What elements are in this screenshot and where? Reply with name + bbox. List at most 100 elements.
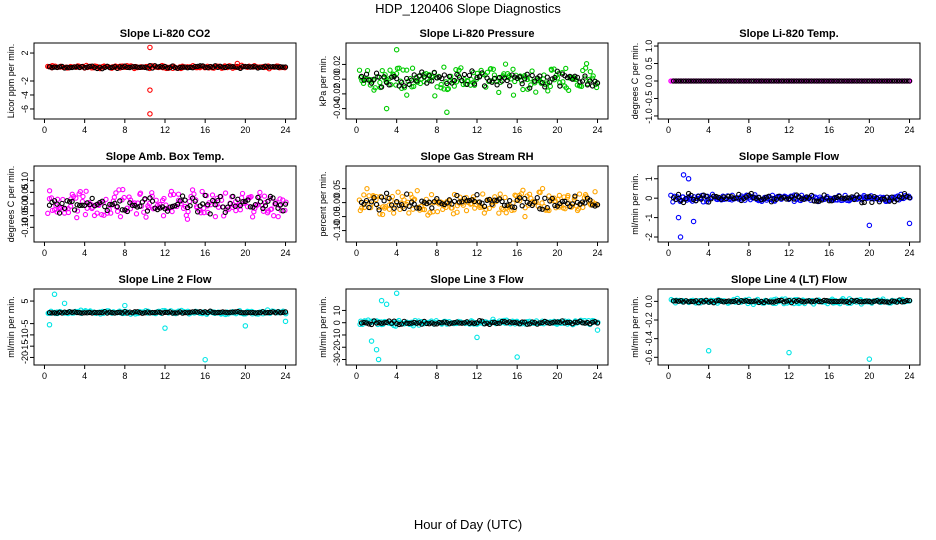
- mean-point: [537, 320, 543, 326]
- mean-point: [519, 319, 525, 325]
- mean-point: [756, 299, 762, 306]
- y-tick-label: -0.4: [644, 331, 654, 347]
- mean-point: [801, 78, 807, 84]
- mean-point: [240, 64, 246, 70]
- mean-point: [869, 299, 875, 305]
- mean-point: [574, 74, 581, 81]
- mean-point: [758, 298, 765, 305]
- mean-point: [197, 309, 203, 315]
- raw-point: [528, 82, 534, 88]
- x-tick-label: 0: [354, 371, 359, 381]
- mean-point: [579, 320, 586, 326]
- outlier-point: [242, 323, 249, 329]
- mean-point: [446, 197, 453, 203]
- mean-point: [192, 198, 198, 204]
- mean-point: [698, 298, 704, 304]
- y-tick-label: 0.0: [644, 295, 654, 308]
- mean-point: [859, 78, 865, 84]
- mean-point: [69, 64, 75, 71]
- y-tick-label: -10: [332, 328, 342, 341]
- raw-point: [229, 204, 236, 210]
- x-tick-label: 4: [82, 248, 87, 258]
- mean-point: [572, 319, 578, 325]
- mean-point: [371, 76, 377, 82]
- x-tick-label: 16: [200, 371, 210, 381]
- raw-point: [54, 209, 60, 215]
- mean-point: [818, 298, 825, 305]
- mean-point: [698, 78, 704, 84]
- mean-point: [816, 298, 822, 305]
- y-tick-label: 10: [332, 305, 342, 315]
- mean-point: [557, 83, 563, 89]
- x-tick-label: 16: [200, 125, 210, 135]
- mean-point: [270, 309, 276, 315]
- mean-point: [846, 195, 852, 201]
- mean-point: [836, 78, 842, 84]
- raw-point: [587, 69, 593, 75]
- mean-point: [589, 319, 596, 325]
- mean-point: [79, 63, 85, 70]
- mean-point: [716, 78, 722, 84]
- mean-point: [881, 299, 888, 305]
- y-axis-label: percent per min.: [318, 171, 328, 236]
- mean-point: [200, 309, 206, 316]
- mean-point: [97, 309, 103, 316]
- mean-point: [187, 203, 193, 209]
- mean-point: [255, 310, 261, 316]
- mean-point: [282, 64, 289, 70]
- mean-point: [879, 196, 885, 202]
- mean-point: [711, 193, 717, 199]
- mean-point: [172, 64, 178, 71]
- mean-point: [112, 310, 118, 316]
- mean-point: [242, 310, 248, 316]
- mean-point: [793, 298, 800, 304]
- raw-point: [170, 191, 177, 198]
- mean-point: [512, 204, 518, 210]
- mean-point: [866, 298, 872, 305]
- mean-point: [791, 297, 797, 304]
- mean-point: [854, 297, 860, 304]
- raw-point: [386, 206, 393, 212]
- mean-point: [280, 309, 286, 315]
- mean-point: [378, 194, 385, 200]
- raw-point: [62, 206, 69, 212]
- raw-point: [401, 197, 407, 203]
- raw-point: [454, 209, 460, 215]
- outlier-point: [690, 218, 697, 225]
- mean-point: [394, 320, 400, 327]
- mean-point: [579, 78, 586, 84]
- mean-point: [439, 201, 445, 207]
- outlier-point: [368, 338, 375, 344]
- mean-point: [451, 320, 458, 326]
- mean-point: [142, 196, 148, 202]
- x-tick-label: 4: [394, 125, 399, 135]
- raw-point: [480, 191, 486, 197]
- raw-point: [82, 211, 89, 218]
- mean-point: [187, 64, 193, 71]
- mean-point: [844, 195, 850, 201]
- x-tick-label: 24: [593, 125, 603, 135]
- y-tick-label: 1.0: [644, 40, 654, 53]
- mean-point: [66, 199, 73, 205]
- mean-point: [89, 195, 95, 202]
- mean-point: [255, 194, 261, 201]
- raw-point: [533, 89, 539, 95]
- raw-point: [91, 212, 98, 219]
- mean-point: [803, 298, 810, 304]
- mean-point: [680, 199, 687, 206]
- raw-point: [397, 206, 403, 213]
- mean-point: [361, 77, 367, 83]
- mean-point: [726, 298, 732, 304]
- mean-point: [368, 199, 375, 205]
- mean-point: [270, 195, 276, 201]
- mean-point: [733, 78, 739, 84]
- raw-point: [502, 61, 509, 67]
- mean-point: [132, 309, 138, 315]
- mean-point: [904, 78, 910, 84]
- x-tick-label: 20: [864, 371, 874, 381]
- raw-point: [391, 210, 397, 216]
- mean-point: [74, 202, 80, 208]
- mean-point: [544, 74, 550, 80]
- mean-point: [491, 75, 498, 82]
- mean-point: [768, 78, 775, 84]
